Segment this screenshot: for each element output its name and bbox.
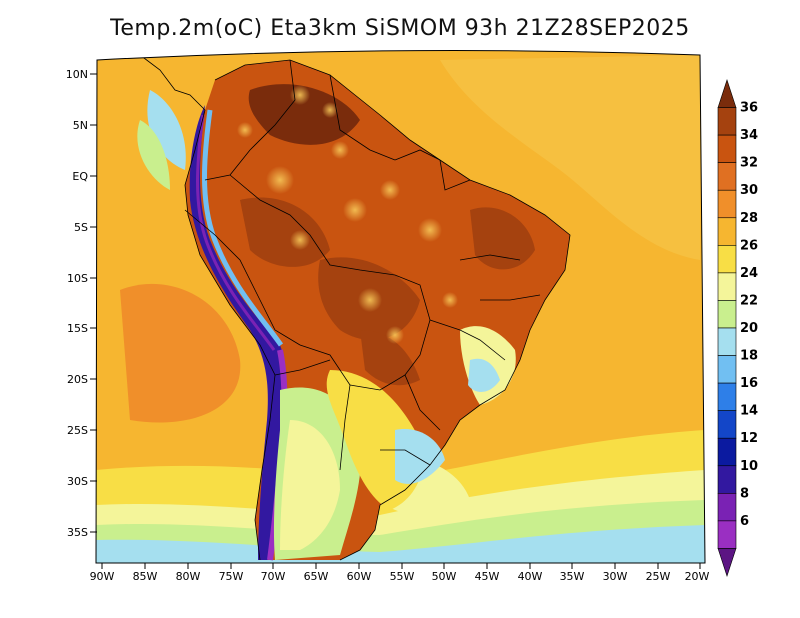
colorbar-label: 32 [740, 156, 758, 171]
lon-label-65w: 65W [304, 570, 329, 583]
colorbar-swatch [717, 79, 737, 108]
lon-label-60w: 60W [347, 570, 372, 583]
lon-label-50w: 50W [432, 570, 457, 583]
lon-label-90w: 90W [90, 570, 115, 583]
colorbar-swatch [717, 382, 737, 411]
colorbar-swatch [717, 272, 737, 301]
longitude-ticks [101, 563, 701, 569]
colorbar-swatch [717, 162, 737, 191]
colorbar-labels: 36 34 32 30 28 26 24 22 20 18 16 14 12 10 8 6 [740, 101, 758, 529]
lat-label-10n: 10N [66, 68, 88, 81]
colorbar-swatch [717, 189, 737, 219]
latitude-ticks [90, 73, 97, 533]
colorbar-swatch [717, 300, 737, 329]
temperature-field [96, 50, 705, 564]
colorbar-swatch [717, 465, 737, 494]
country-borders [139, 54, 571, 561]
colorbar-label: 6 [740, 514, 749, 529]
lon-label-45w: 45W [475, 570, 500, 583]
colorbar-swatch [717, 134, 737, 163]
colorbar-label: 8 [740, 486, 749, 501]
lon-label-25w: 25W [646, 570, 671, 583]
lat-label-35s: 35S [67, 526, 88, 539]
colorbar-label: 28 [740, 211, 758, 226]
colorbar-label: 24 [740, 266, 758, 281]
colorbar-label: 20 [740, 321, 758, 336]
colorbar-swatch [717, 520, 737, 549]
colorbar-swatch [717, 437, 737, 467]
colorbar-swatch [717, 493, 737, 522]
lat-label-25s: 25S [67, 424, 88, 437]
lat-label-10s: 10S [67, 272, 88, 285]
colorbar-label: 18 [740, 349, 758, 364]
lon-label-55w: 55W [390, 570, 415, 583]
lon-label-75w: 75W [219, 570, 244, 583]
colorbar-swatch [717, 217, 737, 246]
colorbar-label: 12 [740, 431, 758, 446]
lon-label-20w: 20W [685, 570, 710, 583]
lat-label-5s: 5S [74, 221, 88, 234]
lon-label-70w: 70W [261, 570, 286, 583]
lon-label-80w: 80W [176, 570, 201, 583]
lat-label-30s: 30S [67, 475, 88, 488]
colorbar-swatch [717, 327, 737, 356]
lat-label-eq: EQ [72, 170, 88, 183]
latitude-labels: 10N 5N EQ 5S 10S 15S 20S 25S 30S 35S [66, 68, 89, 539]
lon-label-85w: 85W [133, 570, 158, 583]
lon-label-35w: 35W [560, 570, 585, 583]
colorbar-label: 14 [740, 404, 758, 419]
map-title: Temp.2m(oC) Eta3km SiSMOM 93h 21Z28SEP20… [110, 16, 690, 41]
colorbar-label: 34 [740, 128, 758, 143]
colorbar [717, 79, 737, 577]
colorbar-label: 22 [740, 293, 758, 308]
colorbar-label: 36 [740, 101, 758, 116]
lon-label-30w: 30W [603, 570, 628, 583]
lat-label-5n: 5N [73, 119, 88, 132]
colorbar-swatch [717, 410, 737, 439]
colorbar-label: 26 [740, 238, 758, 253]
colorbar-label: 10 [740, 459, 758, 474]
lat-label-20s: 20S [67, 373, 88, 386]
colorbar-label: 30 [740, 183, 758, 198]
longitude-labels: 90W 85W 80W 75W 70W 65W 60W 55W 50W 45W … [90, 570, 710, 583]
colorbar-swatch [717, 355, 737, 384]
colorbar-swatch [717, 548, 737, 577]
colorbar-swatch [717, 245, 737, 274]
lat-label-15s: 15S [67, 322, 88, 335]
lon-label-40w: 40W [518, 570, 543, 583]
map-frame [95, 50, 706, 564]
colorbar-swatch [717, 107, 737, 136]
colorbar-label: 16 [740, 376, 758, 391]
